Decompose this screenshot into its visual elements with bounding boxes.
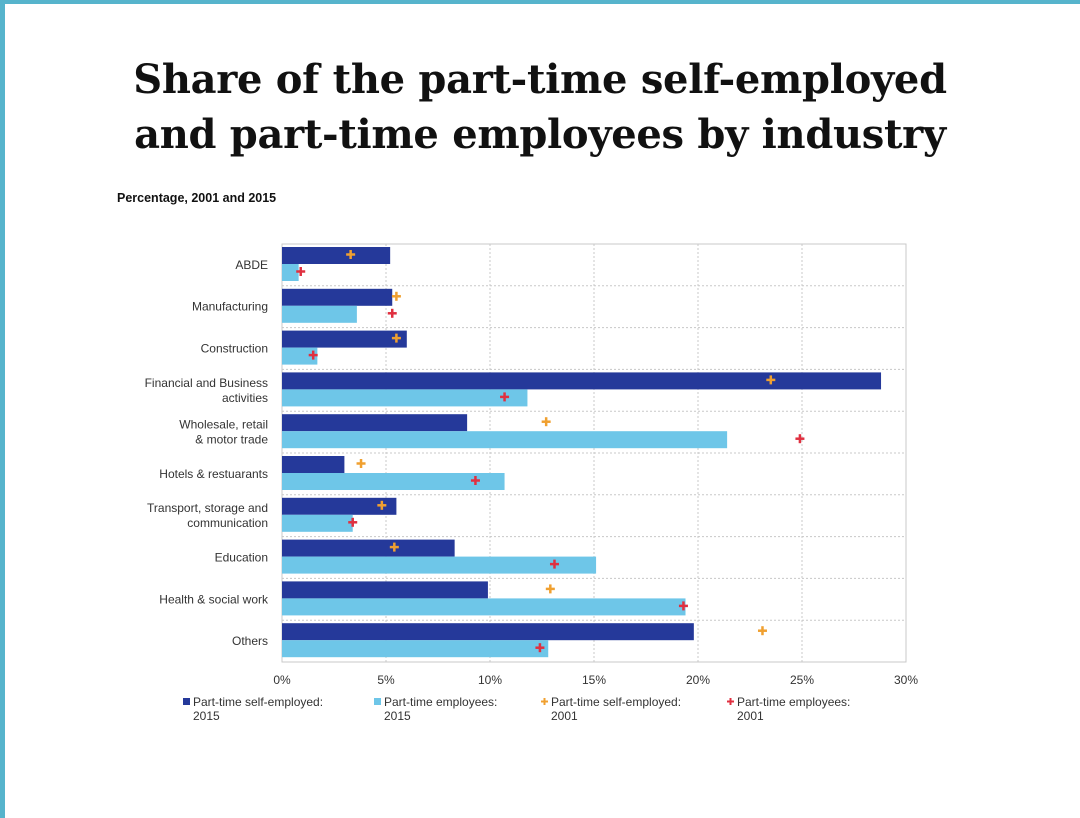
bar-self-employed-2015	[282, 414, 468, 432]
category-label: Others	[232, 634, 268, 648]
legend-label: 2001	[551, 709, 578, 723]
category-label: Financial and Business	[145, 376, 268, 390]
bar-employees-2015	[282, 514, 353, 532]
category-label: Manufacturing	[192, 300, 268, 314]
legend-swatch	[374, 698, 381, 705]
category-label: Education	[215, 551, 268, 565]
marker-employees-2001	[387, 308, 397, 318]
legend-label: 2015	[384, 709, 411, 723]
marker-self-employed-2001	[541, 417, 551, 427]
x-tick-label: 15%	[582, 673, 606, 687]
bar-self-employed-2015	[282, 247, 391, 264]
bar-self-employed-2015	[282, 623, 694, 641]
slide-title: Share of the part-time self-employed and…	[40, 52, 1040, 162]
marker-employees-2001	[549, 559, 559, 569]
marker-employees-2001	[678, 601, 688, 611]
marker-self-employed-2001	[389, 542, 399, 552]
x-tick-label: 0%	[273, 673, 291, 687]
category-label: Health & social work	[159, 592, 269, 606]
x-tick-label: 20%	[686, 673, 710, 687]
marker-self-employed-2001	[391, 291, 401, 301]
marker-employees-2001	[470, 476, 480, 485]
marker-employees-2001	[535, 643, 545, 653]
bar-employees-2015	[282, 556, 597, 574]
legend-label: 2001	[737, 709, 764, 723]
bar-employees-2015	[282, 598, 686, 616]
marker-employees-2001	[296, 267, 306, 276]
slide-title-line-2: and part-time employees by industry	[134, 111, 946, 158]
marker-employees-2001	[500, 392, 510, 402]
category-label: Wholesale, retail	[179, 418, 268, 432]
marker-self-employed-2001	[377, 500, 387, 510]
bar-self-employed-2015	[282, 330, 407, 348]
legend-label: Part-time self-employed:	[193, 695, 323, 709]
marker-self-employed-2001	[766, 375, 776, 385]
category-label: Transport, storage and	[147, 501, 268, 515]
bar-employees-2015	[282, 473, 505, 490]
legend-label: 2015	[193, 709, 220, 723]
marker-employees-2001	[348, 517, 358, 527]
slide-title-line-1: Share of the part-time self-employed	[133, 56, 947, 103]
x-tick-label: 5%	[377, 673, 395, 687]
category-label: ABDE	[235, 258, 268, 272]
x-tick-label: 10%	[478, 673, 502, 687]
category-label: Construction	[201, 342, 268, 356]
chart-subtitle: Percentage, 2001 and 2015	[117, 191, 277, 205]
bar-employees-2015	[282, 305, 357, 323]
category-label: Hotels & restuarants	[159, 467, 268, 481]
x-tick-label: 30%	[894, 673, 918, 687]
bar-employees-2015	[282, 389, 528, 407]
marker-self-employed-2001	[757, 626, 767, 636]
marker-self-employed-2001	[356, 459, 366, 468]
bar-self-employed-2015	[282, 288, 393, 306]
marker-employees-2001	[308, 350, 318, 360]
bar-self-employed-2015	[282, 372, 882, 390]
bar-self-employed-2015	[282, 497, 397, 515]
legend-label: Part-time employees:	[737, 695, 850, 709]
bar-employees-2015	[282, 431, 728, 449]
category-label: communication	[187, 516, 268, 530]
marker-self-employed-2001	[545, 584, 555, 594]
bar-self-employed-2015	[282, 456, 345, 473]
x-tick-label: 25%	[790, 673, 814, 687]
bar-employees-2015	[282, 640, 549, 658]
marker-self-employed-2001	[391, 333, 401, 343]
bar-employees-2015	[282, 264, 299, 281]
legend-label: Part-time employees:	[384, 695, 497, 709]
legend-label: Part-time self-employed:	[551, 695, 681, 709]
bar-self-employed-2015	[282, 581, 488, 599]
marker-employees-2001	[795, 434, 805, 444]
category-label: activities	[222, 391, 268, 405]
marker-self-employed-2001	[346, 250, 356, 259]
bar-employees-2015	[282, 347, 318, 365]
bar-self-employed-2015	[282, 539, 455, 557]
legend-swatch	[183, 698, 190, 705]
category-label: & motor trade	[195, 433, 268, 447]
